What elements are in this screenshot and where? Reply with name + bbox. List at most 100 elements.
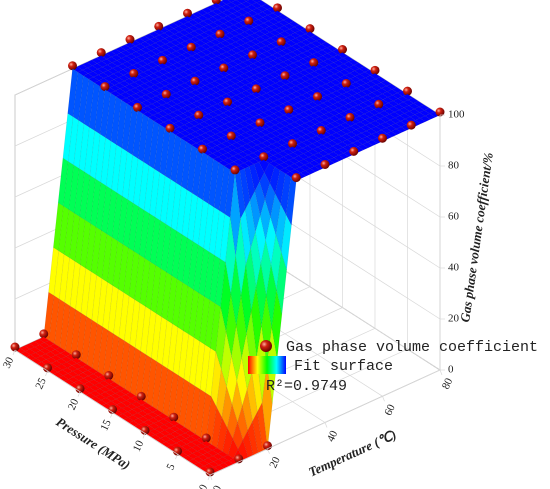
surface-patch [415,117,426,124]
x-tick-label: 80 [440,376,456,391]
surface-patch [317,55,329,62]
surface-patch [357,144,369,151]
tick [439,369,443,376]
surface-patch [139,35,151,42]
surface-patch [288,68,300,75]
surface-patch [191,11,203,18]
surface-patch [88,373,99,380]
data-point [211,0,221,5]
surface-patch [261,92,273,99]
surface-patch [221,4,233,11]
surface-patch [142,111,154,118]
surface-patch [222,15,234,22]
surface-patch [399,113,411,120]
surface-patch [124,42,136,49]
surface-patch [223,26,235,33]
surface-patch [141,52,152,59]
surface-patch [140,94,152,101]
data-point [226,131,236,141]
surface-patch [158,116,170,123]
surface-patch [175,137,187,187]
surface-patch [319,72,331,79]
surface-patch [221,9,233,16]
surface-patch [54,347,66,354]
surface-patch [247,105,259,112]
surface-patch [119,340,130,390]
surface-patch [194,340,206,390]
surface-patch [241,334,253,390]
data-point [104,371,114,381]
surface-patch [168,70,180,77]
y-tick-label: 25 [33,376,49,391]
surface-patch [203,119,215,126]
surface-patch [264,121,276,128]
surface-patch [398,107,410,114]
surface-patch [239,168,251,211]
surface-patch [255,36,266,43]
surface-patch [215,42,227,49]
surface-patch [276,92,288,99]
surface-patch [216,53,228,60]
data-point [370,65,380,75]
surface-patch [62,367,74,374]
surface-patch [316,49,328,56]
surface-patch [321,89,333,96]
surface-patch [255,263,267,327]
surface-patch [211,56,223,63]
data-point [316,126,326,136]
surface-patch [101,233,113,283]
surface-patch [218,118,230,125]
surface-patch [227,438,239,459]
data-point [71,350,81,360]
surface-patch [94,388,106,395]
data-point [259,152,269,162]
surface-patch [397,96,409,103]
surface-patch [45,351,57,358]
data-point [374,99,384,109]
surface-patch [92,371,104,378]
data-point [158,55,167,65]
legend-marker [260,340,272,352]
x-axis-title: Temperature (℃) [306,427,398,480]
y-tick-label: 30 [1,355,17,370]
data-point [349,146,359,156]
surface-patch [87,367,99,374]
data-point [169,412,179,422]
surface-patch [184,33,196,40]
surface-patch [309,118,321,125]
surface-patch [348,59,360,66]
surface-patch [227,60,239,67]
surface-patch [203,113,215,120]
surface-patch [383,102,395,109]
surface-patch [238,25,250,32]
surface-patch [117,69,129,76]
surface-patch [270,234,282,290]
surface-patch [349,70,361,77]
surface-patch [366,92,378,99]
surface-patch [350,76,361,83]
surface-patch [209,255,221,304]
surface-patch [255,42,267,49]
surface-patch [170,87,181,94]
surface-patch [231,94,243,101]
data-point [248,50,257,60]
surface-patch [153,29,165,36]
surface-patch [140,88,151,95]
surface-patch [225,294,237,357]
surface-patch [369,114,381,121]
surface-patch [368,109,380,116]
data-point [125,35,135,44]
surface-patch [322,100,334,107]
data-point [10,342,20,352]
z-tick-label: 20 [448,313,460,325]
surface-patch [149,37,161,44]
surface-patch [291,96,303,103]
surface-patch [247,57,259,64]
surface-patch [229,77,241,84]
data-point [68,61,77,71]
surface-patch [370,120,381,127]
surface-patch [366,86,378,93]
surface-patch [234,123,246,130]
x-tick-label: 60 [382,402,398,417]
surface-patch [253,66,265,73]
